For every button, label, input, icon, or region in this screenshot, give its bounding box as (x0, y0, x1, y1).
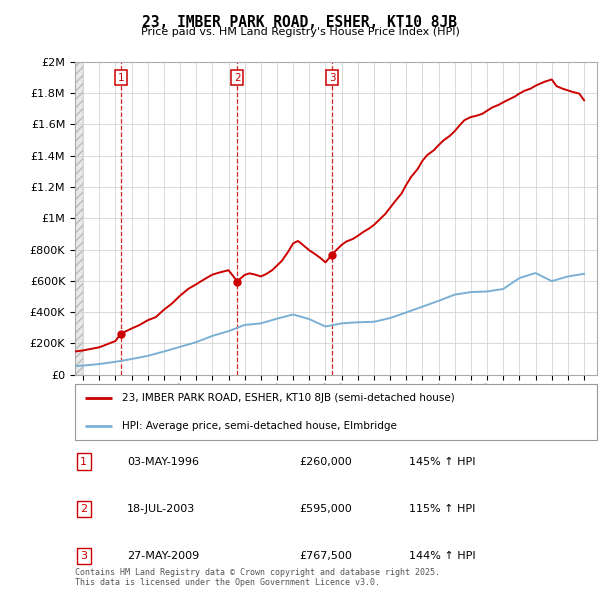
Text: HPI: Average price, semi-detached house, Elmbridge: HPI: Average price, semi-detached house,… (122, 421, 397, 431)
Text: 1: 1 (80, 457, 87, 467)
Text: 03-MAY-1996: 03-MAY-1996 (127, 457, 199, 467)
Text: 115% ↑ HPI: 115% ↑ HPI (409, 504, 475, 514)
Text: 2: 2 (80, 504, 88, 514)
Text: £595,000: £595,000 (299, 504, 352, 514)
Text: 144% ↑ HPI: 144% ↑ HPI (409, 551, 476, 561)
Text: Price paid vs. HM Land Registry's House Price Index (HPI): Price paid vs. HM Land Registry's House … (140, 27, 460, 37)
Text: 1: 1 (118, 73, 124, 83)
Text: 3: 3 (329, 73, 335, 83)
Text: 2: 2 (234, 73, 241, 83)
Text: 23, IMBER PARK ROAD, ESHER, KT10 8JB (semi-detached house): 23, IMBER PARK ROAD, ESHER, KT10 8JB (se… (122, 392, 455, 402)
Text: Contains HM Land Registry data © Crown copyright and database right 2025.
This d: Contains HM Land Registry data © Crown c… (75, 568, 440, 587)
Text: 18-JUL-2003: 18-JUL-2003 (127, 504, 196, 514)
Text: £260,000: £260,000 (299, 457, 352, 467)
Text: 3: 3 (80, 551, 87, 561)
Text: 145% ↑ HPI: 145% ↑ HPI (409, 457, 476, 467)
Text: £767,500: £767,500 (299, 551, 352, 561)
Text: 23, IMBER PARK ROAD, ESHER, KT10 8JB: 23, IMBER PARK ROAD, ESHER, KT10 8JB (143, 15, 458, 30)
Text: 27-MAY-2009: 27-MAY-2009 (127, 551, 199, 561)
Bar (75, 62, 83, 375)
FancyBboxPatch shape (75, 384, 597, 440)
